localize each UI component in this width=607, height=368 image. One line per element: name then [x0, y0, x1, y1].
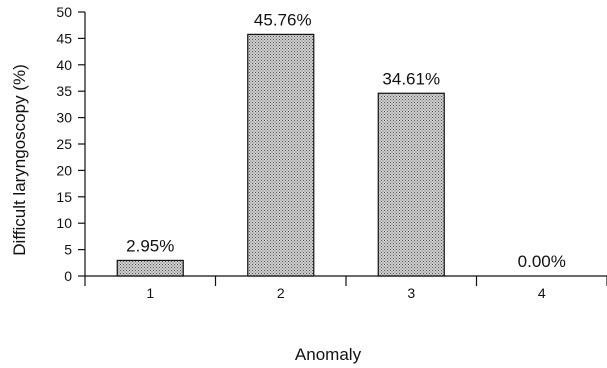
data-label-1: 2.95%	[126, 236, 174, 255]
y-tick-label: 5	[64, 242, 72, 258]
y-tick-label: 25	[56, 136, 72, 152]
data-label-4: 0.00%	[518, 252, 566, 271]
data-label-3: 34.61%	[382, 69, 440, 88]
x-axis: 1 2 3 4	[84, 275, 607, 301]
y-tick-label: 0	[64, 268, 72, 284]
y-tick-label: 15	[56, 189, 72, 205]
bar-2	[247, 33, 315, 277]
y-tick-label: 40	[56, 57, 72, 73]
bar-3	[377, 92, 445, 277]
x-tick-label: 1	[146, 285, 154, 301]
data-labels: 2.95% 45.76% 34.61% 0.00%	[126, 10, 566, 271]
x-tick-label: 4	[538, 285, 546, 301]
bars	[116, 33, 445, 277]
y-tick-label: 20	[56, 162, 72, 178]
y-axis: 0 5 10 15 20 25 30 35 40 45 50	[56, 4, 86, 284]
y-tick-label: 10	[56, 215, 72, 231]
y-tick-label: 45	[56, 30, 72, 46]
y-tick-label: 30	[56, 110, 72, 126]
x-tick-label: 3	[407, 285, 415, 301]
y-tick-label: 50	[56, 4, 72, 20]
x-axis-label: Anomaly	[295, 345, 362, 364]
y-tick-label: 35	[56, 83, 72, 99]
y-axis-label: Difficult laryngoscopy (%)	[10, 64, 29, 255]
bar-1	[116, 259, 184, 277]
data-label-2: 45.76%	[254, 10, 312, 29]
x-tick-label: 2	[277, 285, 285, 301]
